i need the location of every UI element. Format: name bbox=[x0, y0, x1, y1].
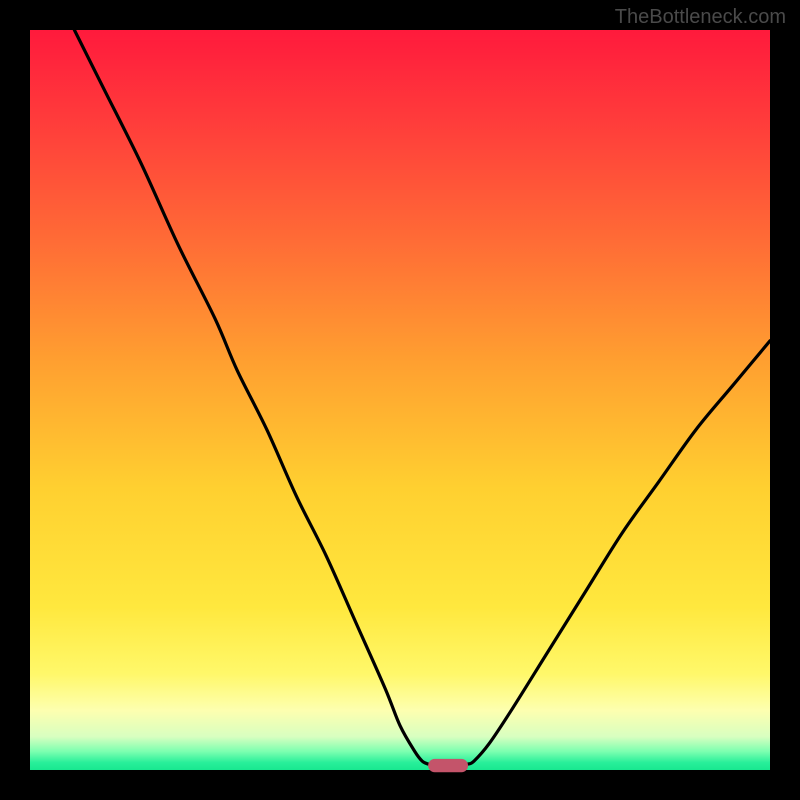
right-curve bbox=[468, 341, 770, 764]
plot-area bbox=[30, 30, 770, 770]
curve-layer bbox=[30, 30, 770, 770]
minimum-marker bbox=[428, 759, 468, 772]
chart-container: TheBottleneck.com bbox=[0, 0, 800, 800]
left-curve bbox=[74, 30, 428, 764]
watermark-text: TheBottleneck.com bbox=[615, 6, 786, 29]
